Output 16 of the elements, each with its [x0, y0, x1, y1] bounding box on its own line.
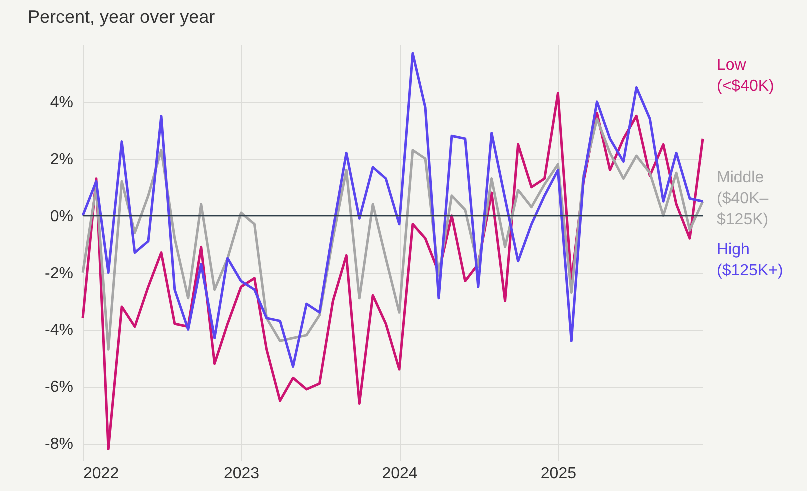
y-tick-label: -6%	[45, 379, 74, 396]
text: Low (<$40K)	[717, 56, 774, 95]
x-tick-label: 2022	[84, 466, 120, 482]
y-tick-label: -8%	[45, 436, 74, 454]
chart-title: Percent, year over year	[28, 7, 216, 27]
text: High ($125K+)	[717, 242, 784, 280]
y-tick-label: 0%	[50, 208, 74, 226]
x-tick-label: 2025	[540, 466, 577, 482]
series-label: Middle ($40K–$125K)	[717, 170, 769, 229]
line-series	[82, 52, 704, 368]
x-tick-label: 2023	[224, 466, 260, 482]
y-tick-label: 2%	[50, 151, 74, 168]
y-tick-label: -4%	[45, 322, 74, 340]
y-tick-label: -2%	[45, 265, 74, 282]
y-tick-label: 4%	[50, 94, 74, 112]
x-tick-label: 2024	[382, 466, 418, 482]
